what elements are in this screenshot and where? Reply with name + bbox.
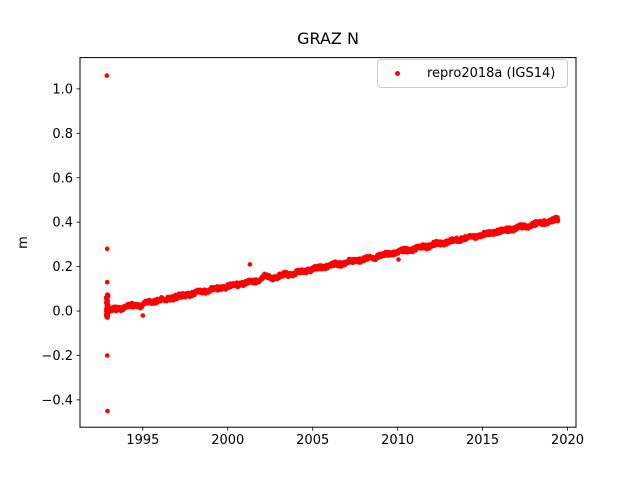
axes-frame (79, 57, 577, 428)
y-tick-label: 1.0 (52, 82, 73, 97)
x-tick-label: 1995 (126, 433, 159, 448)
chart-title: GRAZ N (297, 29, 359, 48)
legend-marker-icon (395, 71, 400, 76)
scatter-points (103, 73, 561, 414)
x-tick-label: 2015 (466, 433, 499, 448)
y-tick-label: −0.2 (41, 349, 73, 364)
y-tick-label: 0.4 (52, 216, 73, 231)
legend-label: repro2018a (IGS14) (427, 66, 556, 81)
legend: repro2018a (IGS14) (377, 59, 568, 88)
x-tick-label: 2010 (381, 433, 414, 448)
y-tick-label: 0.6 (52, 171, 73, 186)
y-tick-label: 0.8 (52, 127, 73, 142)
x-tick-label: 2020 (551, 433, 584, 448)
y-tick-label: 0.2 (52, 260, 73, 275)
y-tick-label: −0.4 (41, 393, 73, 408)
x-tick-label: 2000 (211, 433, 244, 448)
y-axis-label: m (15, 236, 31, 249)
x-tick-label: 2005 (296, 433, 329, 448)
y-tick-label: 0.0 (52, 305, 73, 320)
